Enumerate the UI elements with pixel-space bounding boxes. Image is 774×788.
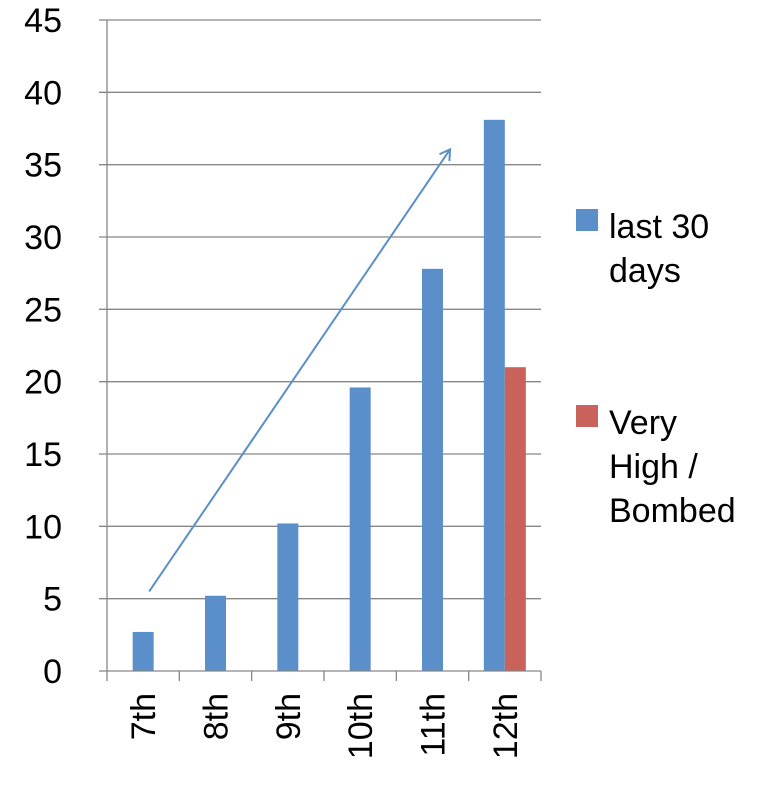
legend: last 30 days Very High / Bombed: [576, 208, 736, 530]
y-tick-label: 0: [43, 653, 62, 691]
bar-series-1-10th: [349, 387, 371, 671]
bar-series-2-12th: [504, 367, 526, 671]
bar-series-1-7th: [132, 631, 154, 671]
gridlines: [99, 19, 541, 600]
legend-swatch-2: [576, 405, 598, 427]
x-tick-label: 7th: [125, 693, 163, 740]
y-tick-label: 25: [24, 291, 62, 329]
trend-arrow: [148, 147, 452, 592]
legend-swatch-1: [576, 209, 598, 231]
legend-label-2: High /: [609, 448, 698, 486]
y-tick-label: 30: [24, 219, 62, 257]
y-tick-label: 40: [24, 74, 62, 112]
bar-series-1-12th: [483, 119, 505, 671]
x-tick-label: 12th: [487, 693, 525, 759]
x-tick-label: 11th: [415, 693, 453, 757]
y-tick-label: 15: [24, 436, 62, 474]
legend-label-2: Very: [609, 404, 677, 442]
y-tick-label: 45: [24, 2, 62, 40]
bar-series-1-11th: [422, 268, 443, 671]
bar-series-1-8th: [205, 595, 226, 671]
annotations: [148, 147, 452, 592]
x-tick-label: 10th: [342, 693, 380, 759]
y-tick-label: 5: [43, 581, 62, 619]
y-tick-label: 10: [24, 508, 62, 546]
legend-label-1: days: [609, 252, 681, 290]
x-tick-label: 8th: [198, 693, 236, 740]
legend-label-2: Bombed: [609, 492, 736, 530]
legend-label-1: last 30: [609, 208, 709, 246]
x-tick-label: 9th: [270, 693, 308, 740]
y-tick-label: 35: [24, 147, 62, 185]
bars: [132, 119, 526, 671]
bar-series-1-9th: [277, 523, 299, 671]
y-tick-label: 20: [24, 364, 62, 402]
axes: 0 5 10 15 20 25 30 35 40 45 7th 8th 9th 10th 11th 12th: [24, 2, 542, 759]
